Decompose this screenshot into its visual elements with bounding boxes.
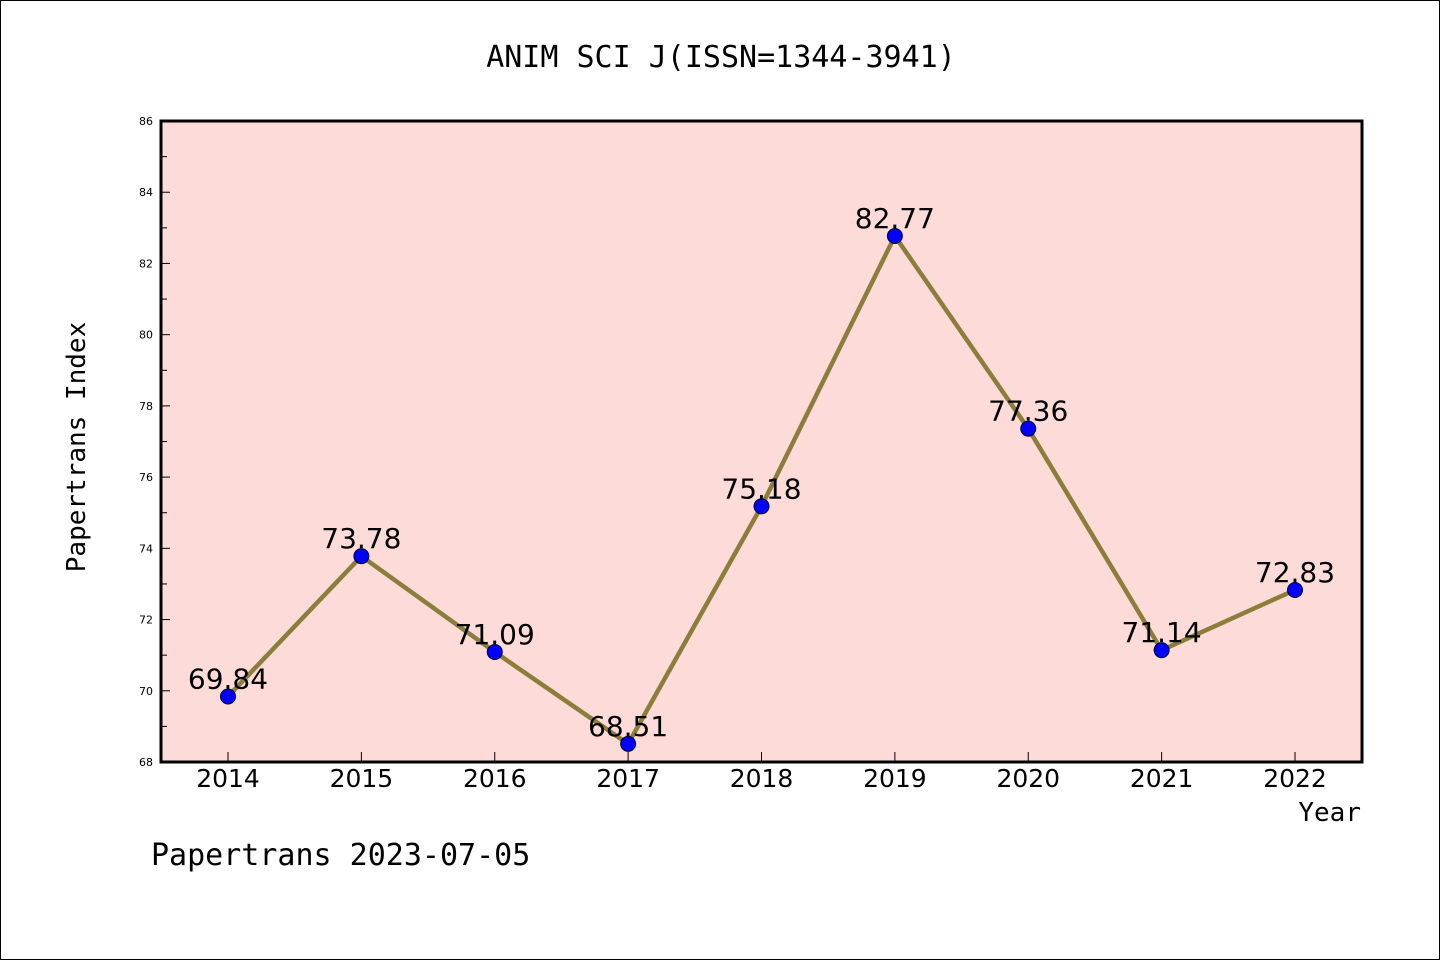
footer-text: Papertrans 2023-07-05: [151, 838, 530, 873]
y-tick-label: 68: [139, 756, 153, 769]
y-tick-label: 74: [139, 542, 153, 555]
x-tick-label: 2018: [730, 764, 794, 793]
plot-area: [161, 121, 1362, 762]
plot-border: [159, 119, 1364, 764]
data-label-2014: 69.84: [188, 662, 268, 695]
data-labels: 69.84 73.78 71.09 68.51 75.18 82.77 77.36 71.14…: [188, 202, 1335, 743]
y-axis-ticks: 68 70 72 74 76 78 80 82 84 86: [139, 115, 170, 769]
data-point-2021: [1153, 642, 1170, 659]
x-axis-ticks: 2014 2015 2016 2017 2018 2019 2020 2021 2022: [196, 752, 1327, 793]
data-label-2020: 77.36: [988, 395, 1068, 428]
y-tick-label: 76: [139, 471, 153, 484]
y-tick-label: 84: [139, 186, 153, 199]
data-point-2014: [220, 688, 236, 705]
y-tick-label: 86: [139, 115, 153, 128]
x-axis-label: Year: [1298, 798, 1361, 828]
data-point-2018: [753, 498, 770, 515]
data-label-2019: 82.77: [855, 202, 935, 235]
data-point-2022: [1287, 581, 1303, 598]
x-tick-label: 2015: [330, 764, 394, 793]
data-label-2018: 75.18: [721, 472, 801, 505]
x-tick-label: 2021: [1130, 764, 1194, 793]
x-tick-label: 2016: [463, 764, 527, 793]
data-point-2016: [486, 643, 503, 660]
data-point-2019: [886, 228, 903, 245]
y-tick-label: 80: [139, 329, 153, 342]
x-tick-label: 2014: [196, 764, 260, 793]
y-tick-label: 78: [139, 400, 153, 413]
data-label-2021: 71.14: [1122, 616, 1202, 649]
x-tick-label: 2017: [596, 764, 660, 793]
y-tick-label: 70: [139, 685, 153, 698]
x-tick-label: 2020: [996, 764, 1060, 793]
data-point-2015: [353, 548, 370, 565]
data-label-2016: 71.09: [455, 618, 535, 651]
x-tick-label: 2019: [863, 764, 927, 793]
data-label-2017: 68.51: [588, 710, 668, 743]
y-axis-label: Papertrans Index: [62, 322, 92, 572]
x-tick-label: 2022: [1263, 764, 1327, 793]
series-markers: [220, 228, 1303, 752]
data-label-2015: 73.78: [321, 522, 401, 555]
data-label-2022: 72.83: [1255, 556, 1335, 589]
data-point-2020: [1020, 420, 1037, 437]
y-tick-label: 82: [139, 257, 153, 270]
data-point-2017: [620, 735, 637, 752]
y-tick-label: 72: [139, 614, 153, 627]
chart-title: ANIM SCI J(ISSN=1344-3941): [486, 40, 956, 75]
